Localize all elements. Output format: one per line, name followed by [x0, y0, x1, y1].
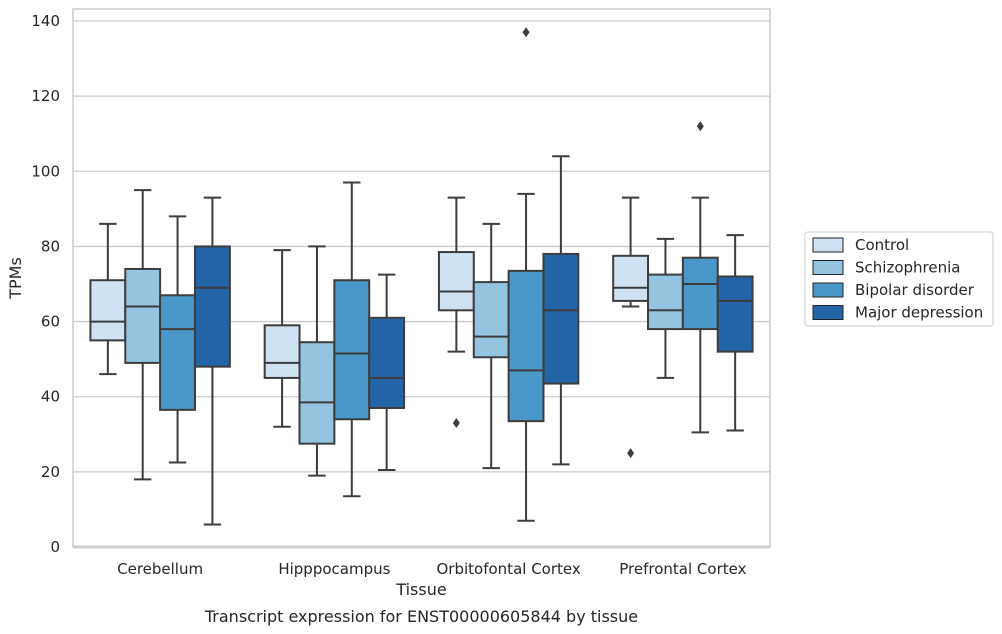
y-tick-labels: 0 20 40 60 80 100 120 140 — [31, 12, 60, 556]
box-body — [647, 273, 684, 331]
y-tick-label: 0 — [50, 538, 60, 556]
legend-label: Bipolar disorder — [855, 281, 975, 299]
box-schizophrenia — [472, 222, 510, 470]
box-control — [612, 196, 650, 459]
x-tick-label: Prefrontal Cortex — [619, 560, 746, 578]
box-schizophrenia — [298, 245, 336, 477]
legend: Control Schizophrenia Bipolar disorder Majo… — [804, 231, 994, 327]
box-bipolar-disorder — [159, 215, 196, 464]
legend-frame — [804, 231, 994, 327]
legend-label: Major depression — [855, 304, 983, 322]
box-control — [437, 196, 475, 429]
box-control — [263, 249, 301, 428]
box-body — [263, 324, 301, 379]
y-tick-label: 80 — [41, 237, 60, 255]
box-body — [298, 341, 336, 445]
box-body — [437, 251, 475, 312]
legend-label: Schizophrenia — [855, 259, 960, 277]
outlier-point — [452, 418, 460, 429]
outlier-point — [522, 27, 530, 38]
x-axis-label: Tissue — [395, 580, 446, 599]
box-bipolar-disorder — [681, 121, 719, 434]
box-bipolar-disorder — [333, 181, 371, 498]
y-tick-label: 60 — [41, 313, 60, 331]
box-body — [681, 256, 719, 331]
box-body — [193, 245, 231, 368]
legend-swatch — [812, 282, 844, 298]
x-tick-label: Hipppocampus — [278, 560, 390, 578]
y-axis-label: TPMs — [6, 257, 25, 300]
box-major-depression — [542, 155, 580, 466]
outlier-point — [696, 121, 704, 132]
box-body — [472, 281, 510, 359]
legend-swatch — [812, 305, 844, 320]
box-schizophrenia — [124, 189, 162, 481]
box-body — [612, 254, 650, 302]
box-control — [89, 222, 127, 376]
box-bipolar-disorder — [507, 27, 545, 522]
x-tick-labels: Cerebellum Hipppocampus Orbitofontal Corte… — [117, 560, 746, 578]
x-tick-label: Cerebellum — [117, 560, 203, 578]
box-schizophrenia — [647, 237, 684, 379]
box-body — [716, 275, 754, 353]
box-body — [333, 279, 371, 421]
box-major-depression — [193, 196, 231, 526]
box-body — [124, 267, 162, 364]
box-body — [542, 252, 580, 385]
y-tick-label: 40 — [41, 388, 60, 406]
legend-swatch — [812, 260, 844, 275]
legend-label: Control — [855, 236, 909, 254]
box-body — [507, 269, 545, 423]
y-tick-label: 20 — [41, 463, 60, 481]
x-tick-label: Orbitofontal Cortex — [437, 560, 581, 578]
y-tick-label: 140 — [31, 12, 60, 30]
box-major-depression — [716, 234, 754, 432]
y-tick-label: 100 — [31, 162, 60, 180]
outlier-point — [627, 448, 635, 459]
chart-caption: Transcript expression for ENST0000060584… — [204, 607, 638, 626]
legend-swatch — [812, 237, 844, 253]
box-body — [89, 279, 127, 342]
y-tick-label: 120 — [31, 87, 60, 105]
box-body — [368, 316, 406, 409]
box-body — [159, 294, 196, 411]
boxes — [89, 27, 754, 526]
box-major-depression — [368, 273, 406, 471]
